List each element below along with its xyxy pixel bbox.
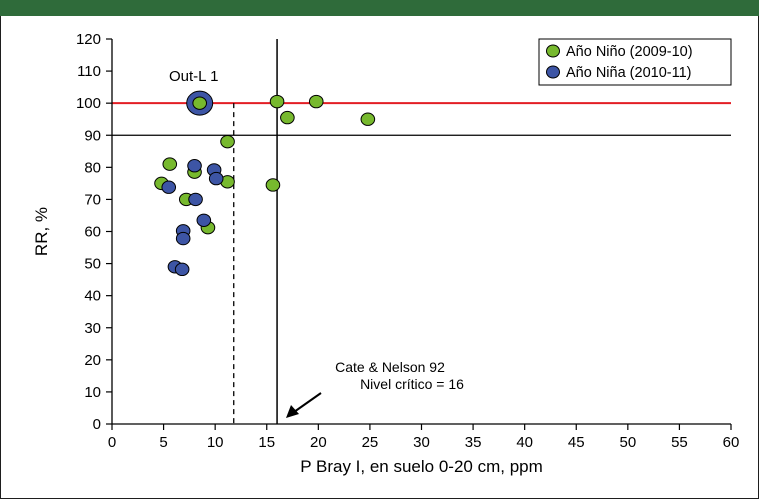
nino-point <box>280 110 295 125</box>
annotation: Cate & Nelson 92 Nivel crítico = 16 <box>286 359 464 418</box>
y-tick-label: 100 <box>76 95 101 112</box>
y-tick-label: 120 <box>76 31 101 48</box>
x-tick-label: 55 <box>671 434 688 451</box>
y-tick-label: 60 <box>84 224 101 241</box>
legend-nina-label: Año Niña (2010-11) <box>566 65 691 81</box>
x-tick-label: 20 <box>310 434 327 451</box>
annotation-arrow <box>293 392 322 413</box>
y-tick-label: 90 <box>84 127 101 144</box>
legend-nina-marker <box>546 65 560 79</box>
header-bar <box>0 0 759 16</box>
y-tick-label: 80 <box>84 159 101 176</box>
nina-point <box>187 159 202 173</box>
x-tick-label: 60 <box>723 434 740 451</box>
legend-items: Año Niño (2009-10) Año Niña (2010-11) <box>546 44 693 81</box>
nino-point <box>360 112 376 126</box>
y-tick-label: 20 <box>84 352 101 369</box>
legend: Año Niño (2009-10) Año Niña (2010-11) <box>538 38 732 86</box>
y-tick-label: 70 <box>84 191 101 208</box>
y-tick-label: 0 <box>93 416 101 433</box>
annotation-text-line-2: Nivel crítico = 16 <box>360 376 464 392</box>
x-tick-label: 0 <box>108 434 116 451</box>
nina-point <box>161 180 177 194</box>
x-tick-label: 10 <box>207 434 224 451</box>
nina-point <box>175 231 191 246</box>
nino-point <box>308 94 324 109</box>
y-tick-label: 40 <box>84 288 101 305</box>
x-tick-label: 45 <box>568 434 585 451</box>
nino-point <box>265 178 281 192</box>
x-tick-label: 5 <box>159 434 167 451</box>
y-axis-ticks: 0 10 20 30 40 50 60 70 80 90 100 110 120 <box>76 31 112 433</box>
nina-point <box>196 213 212 227</box>
x-axis-label: P Bray I, en suelo 0-20 cm, ppm <box>300 457 543 476</box>
legend-nino-marker <box>546 44 560 58</box>
y-tick-label: 30 <box>84 320 101 337</box>
nino-point <box>162 157 178 171</box>
x-axis-ticks: 0 5 10 15 20 25 30 35 40 45 50 55 60 <box>108 424 740 451</box>
y-tick-label: 50 <box>84 256 101 273</box>
nina-point <box>188 192 203 207</box>
nino-point <box>220 134 235 149</box>
annotation-arrowhead <box>286 405 299 418</box>
annotation-text-line-1: Cate & Nelson 92 <box>335 359 445 375</box>
nino-point <box>192 96 207 110</box>
x-tick-label: 35 <box>465 434 482 451</box>
x-tick-label: 30 <box>413 434 430 451</box>
outlier-label: Out-L 1 <box>169 68 218 85</box>
x-tick-label: 40 <box>516 434 533 451</box>
legend-nino-label: Año Niño (2009-10) <box>566 44 693 60</box>
y-tick-label: 10 <box>84 384 101 401</box>
nino-point <box>269 94 285 109</box>
nina-point <box>208 171 224 186</box>
x-tick-label: 25 <box>362 434 379 451</box>
y-tick-label: 110 <box>77 63 101 80</box>
nina-point <box>174 262 190 277</box>
x-tick-label: 50 <box>619 434 636 451</box>
y-axis-label: RR, % <box>32 207 51 256</box>
x-tick-label: 15 <box>258 434 275 451</box>
legend-box <box>538 38 732 86</box>
data-points <box>154 94 376 277</box>
